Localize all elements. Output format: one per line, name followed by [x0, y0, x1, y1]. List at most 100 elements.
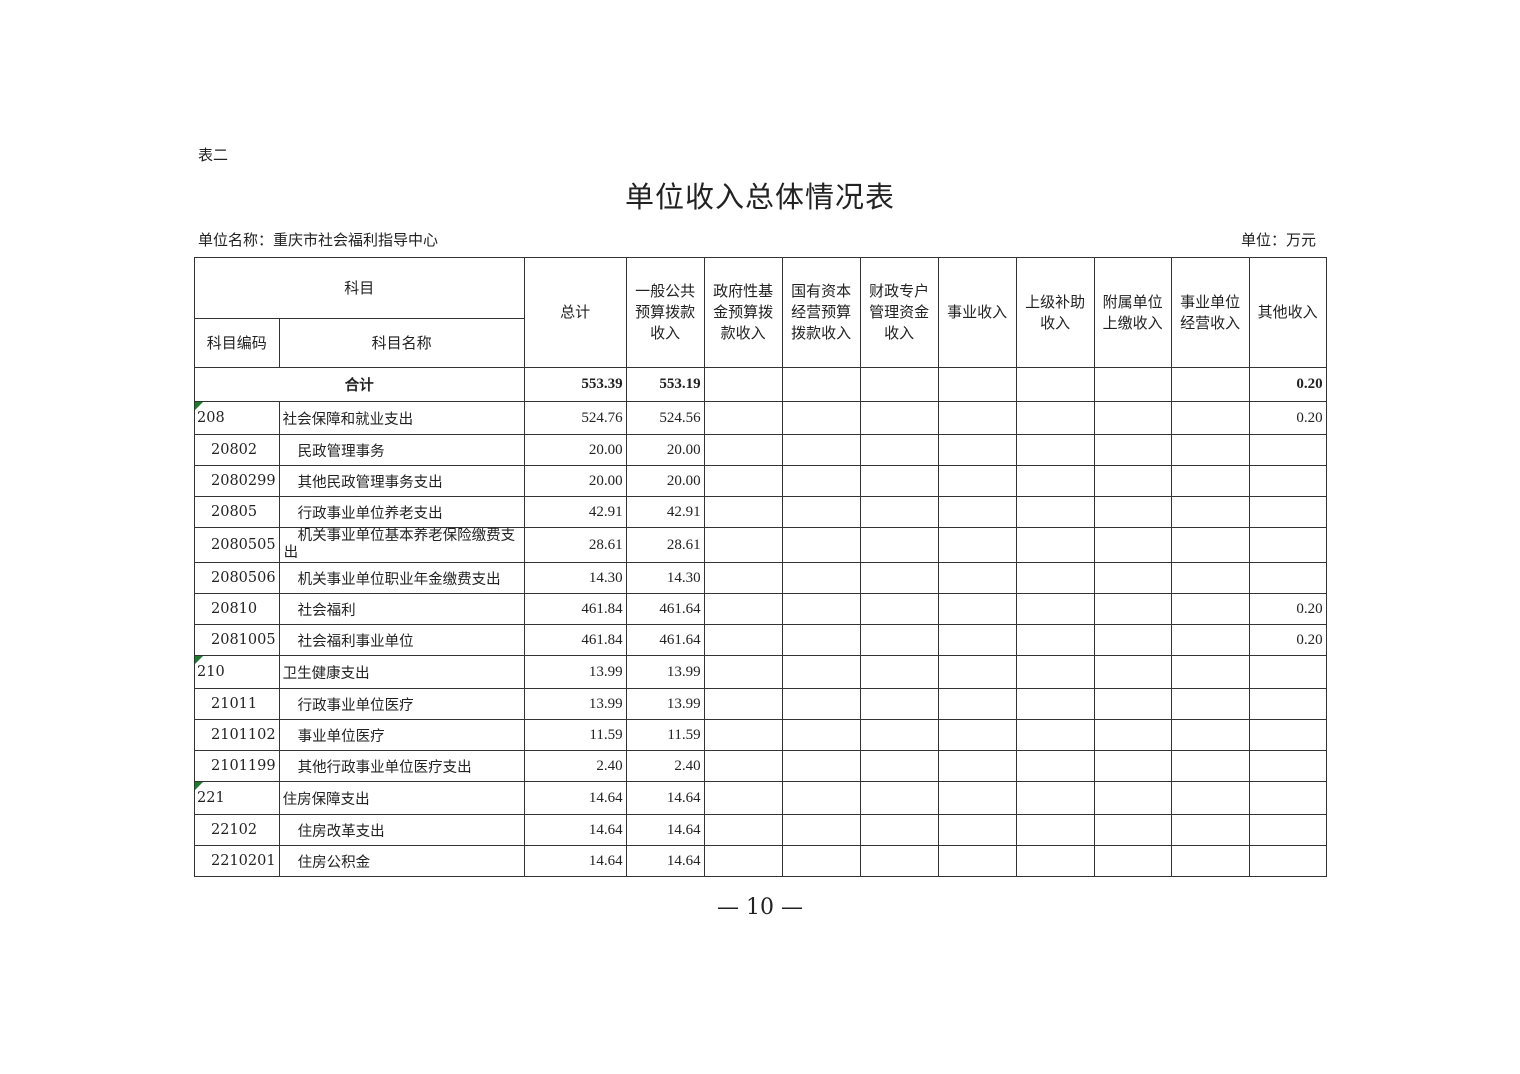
amount-cell	[859, 434, 939, 466]
amount-cell	[1170, 814, 1250, 846]
table-row: 210 卫生健康支出 13.99 13.99	[194, 655, 1327, 689]
amount-cell: 28.61	[625, 527, 705, 563]
total-cell	[859, 367, 939, 402]
subject-code: 20810	[194, 593, 280, 625]
subject-code: 2101102	[194, 719, 280, 751]
amount-cell	[1248, 688, 1327, 720]
subject-name: 住房改革支出	[278, 814, 525, 846]
subject-name: 行政事业单位养老支出	[278, 496, 525, 528]
amount-cell: 461.64	[625, 593, 705, 625]
amount-cell	[781, 814, 861, 846]
amount-cell	[1015, 434, 1095, 466]
amount-cell	[1248, 719, 1327, 751]
amount-cell	[781, 527, 861, 563]
subject-code-text: 20810	[211, 601, 258, 617]
amount-cell: 461.64	[625, 624, 705, 656]
amount-cell	[937, 401, 1017, 435]
amount-cell: 14.64	[625, 781, 705, 815]
header-name: 科目名称	[278, 318, 525, 368]
subject-code-text: 221	[197, 790, 225, 806]
amount-cell	[937, 845, 1017, 877]
subject-code: 20805	[194, 496, 280, 528]
amount-cell	[1015, 750, 1095, 782]
amount-cell	[1170, 527, 1250, 563]
amount-cell	[1015, 814, 1095, 846]
amount-cell	[1093, 593, 1172, 625]
amount-cell	[1015, 496, 1095, 528]
amount-cell	[1015, 465, 1095, 497]
amount-cell: 14.64	[625, 814, 705, 846]
amount-cell	[703, 562, 783, 594]
amount-cell	[1170, 401, 1250, 435]
amount-cell	[937, 496, 1017, 528]
organization-name: 单位名称：重庆市社会福利指导中心	[198, 231, 439, 249]
amount-cell: 20.00	[523, 465, 627, 497]
amount-cell	[781, 719, 861, 751]
subject-code: 2080506	[194, 562, 280, 594]
amount-cell	[1248, 781, 1327, 815]
table-row: 20810 社会福利 461.84 461.64 0.20	[194, 593, 1327, 625]
amount-cell	[1093, 719, 1172, 751]
subject-code-text: 2210201	[211, 853, 276, 869]
amount-cell	[703, 655, 783, 689]
amount-cell	[937, 688, 1017, 720]
amount-cell: 20.00	[625, 434, 705, 466]
amount-cell	[859, 688, 939, 720]
subject-code: 2080299	[194, 465, 280, 497]
amount-cell	[1015, 688, 1095, 720]
amount-cell: 14.30	[523, 562, 627, 594]
amount-cell	[703, 593, 783, 625]
subject-code-text: 2081005	[211, 632, 276, 648]
amount-cell: 13.99	[523, 655, 627, 689]
amount-cell	[703, 781, 783, 815]
table-row: 21011 行政事业单位医疗 13.99 13.99	[194, 688, 1327, 720]
amount-cell	[937, 624, 1017, 656]
subject-name: 其他民政管理事务支出	[278, 465, 525, 497]
amount-cell	[1015, 562, 1095, 594]
amount-cell	[1248, 655, 1327, 689]
amount-cell: 524.76	[523, 401, 627, 435]
amount-cell	[1248, 434, 1327, 466]
amount-cell	[703, 688, 783, 720]
amount-cell	[1093, 465, 1172, 497]
amount-cell	[1093, 750, 1172, 782]
page-title: 单位收入总体情况表	[624, 180, 895, 214]
amount-cell: 14.64	[523, 814, 627, 846]
amount-cell	[1093, 814, 1172, 846]
cell-comment-marker-icon	[195, 402, 203, 410]
amount-cell	[781, 401, 861, 435]
subject-name: 民政管理事务	[278, 434, 525, 466]
subject-code: 22102	[194, 814, 280, 846]
amount-cell	[1170, 562, 1250, 594]
table-row: 20805 行政事业单位养老支出 42.91 42.91	[194, 496, 1327, 528]
subject-code-text: 22102	[211, 822, 258, 838]
subject-code: 210	[194, 655, 280, 689]
amount-cell	[1015, 781, 1095, 815]
subject-name: 社会保障和就业支出	[278, 401, 525, 435]
subject-code: 208	[194, 401, 280, 435]
amount-cell	[1093, 562, 1172, 594]
amount-cell	[1248, 562, 1327, 594]
amount-cell	[781, 750, 861, 782]
amount-cell	[1170, 750, 1250, 782]
amount-cell	[1170, 688, 1250, 720]
table-row: 2080506 机关事业单位职业年金缴费支出 14.30 14.30	[194, 562, 1327, 594]
amount-cell	[781, 496, 861, 528]
amount-cell: 14.30	[625, 562, 705, 594]
amount-cell	[1093, 624, 1172, 656]
column-header: 事业收入	[937, 257, 1017, 368]
subject-code-text: 210	[197, 664, 225, 680]
unit-label: 单位：万元	[1240, 231, 1316, 249]
amount-cell	[1170, 719, 1250, 751]
amount-cell: 0.20	[1248, 624, 1327, 656]
subject-name: 机关事业单位职业年金缴费支出	[278, 562, 525, 594]
amount-cell	[859, 527, 939, 563]
amount-cell: 2.40	[625, 750, 705, 782]
amount-cell	[1093, 655, 1172, 689]
amount-cell	[937, 527, 1017, 563]
amount-cell	[703, 750, 783, 782]
amount-cell	[781, 845, 861, 877]
column-header: 附属单位上缴收入	[1093, 257, 1172, 368]
amount-cell	[1093, 688, 1172, 720]
amount-cell	[859, 593, 939, 625]
